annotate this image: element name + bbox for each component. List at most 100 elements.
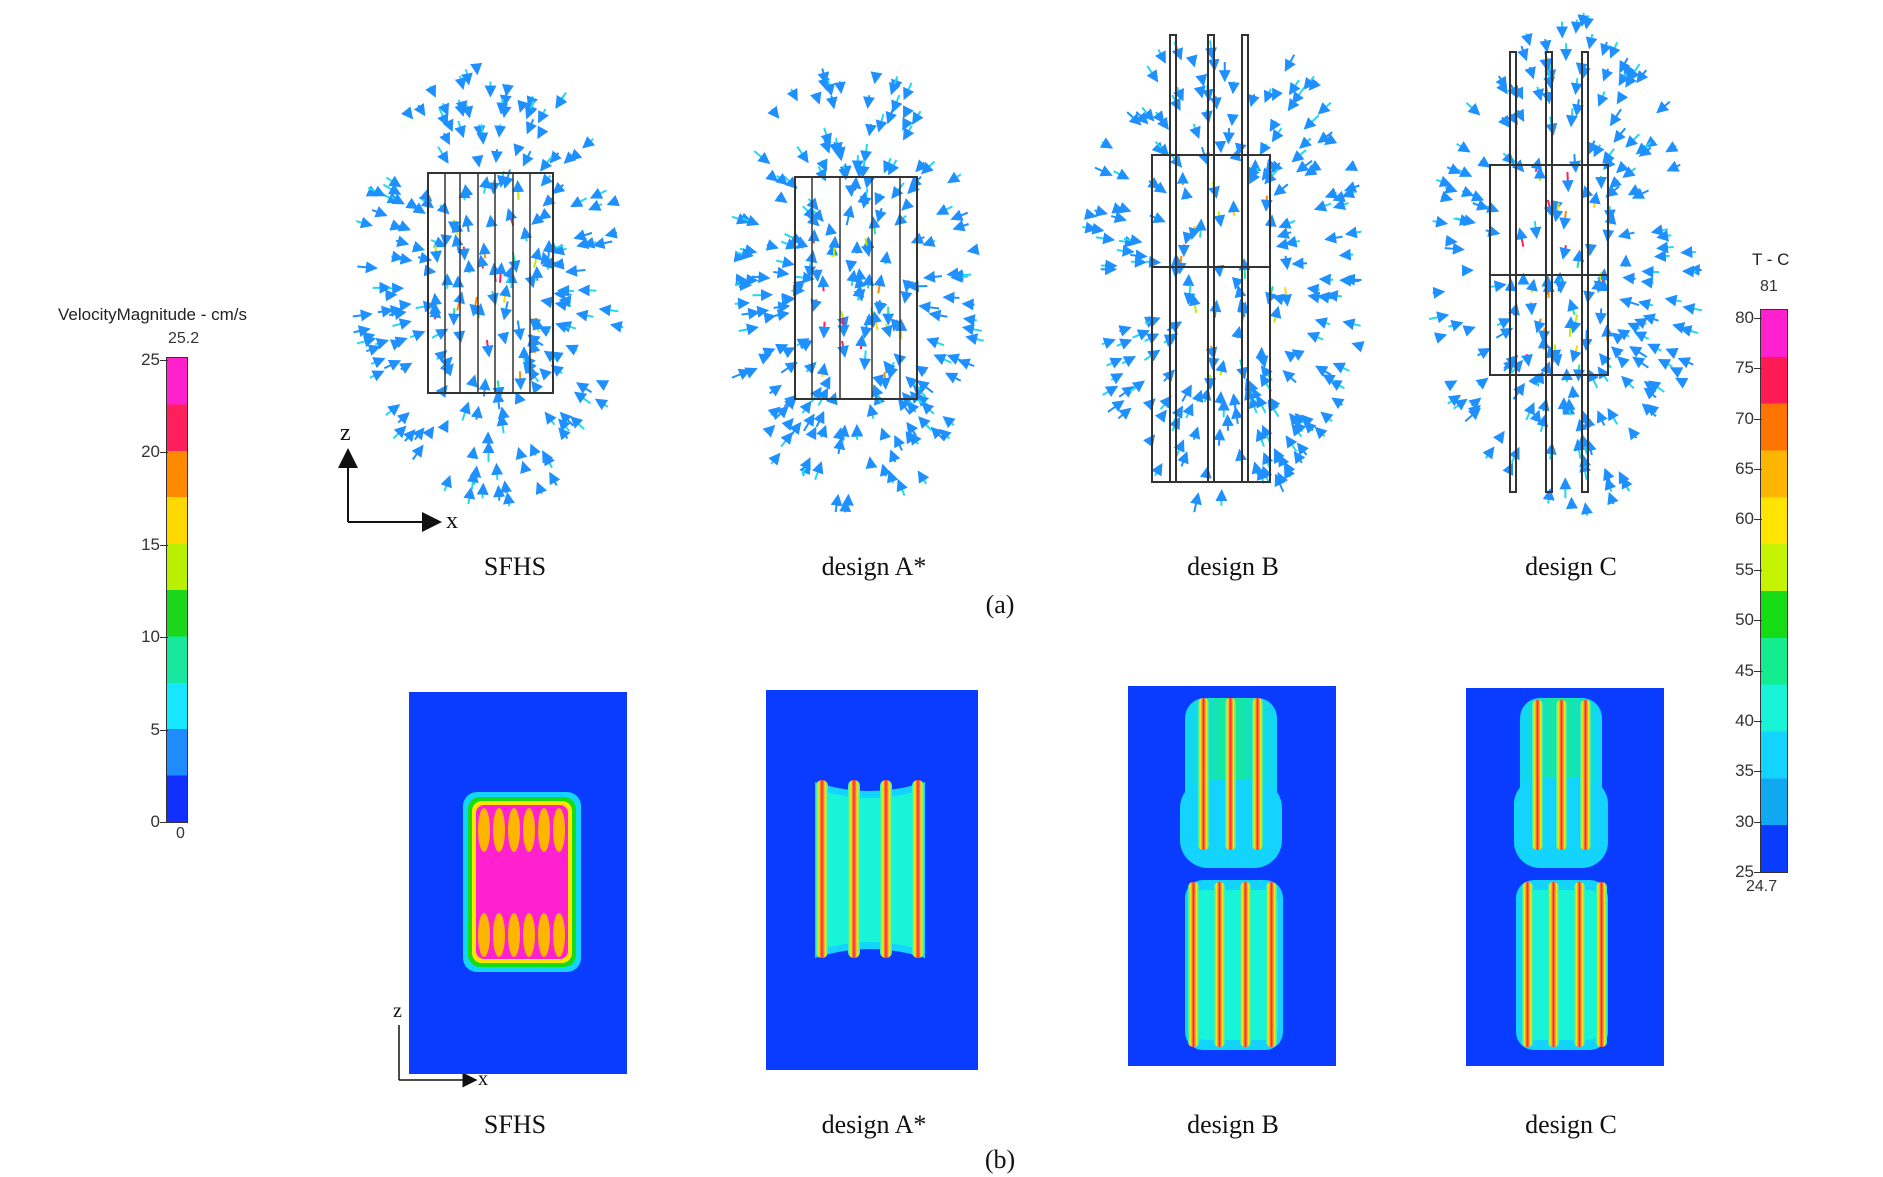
velocity-arrow <box>1632 356 1649 369</box>
velocity-arrow <box>395 235 410 247</box>
velocity-arrow <box>451 234 464 254</box>
colorbar-tick-mark <box>1754 872 1762 873</box>
velocity-arrow <box>1273 183 1289 196</box>
velocity-arrow <box>765 239 779 251</box>
velocity-arrow <box>903 105 914 119</box>
velocity-arrow <box>1496 318 1512 329</box>
velocity-arrow <box>1477 347 1491 360</box>
velocity-arrow <box>837 317 850 338</box>
velocity-arrow <box>1215 359 1228 376</box>
velocity-arrow <box>879 427 892 441</box>
velocity-arrow <box>1303 75 1316 90</box>
velocity-arrow <box>595 380 610 392</box>
velocity-arrow <box>1154 48 1166 64</box>
velocity-arrow <box>816 424 828 439</box>
velocity-arrow <box>1159 395 1172 410</box>
velocity-arrow <box>425 84 436 98</box>
velocity-arrow <box>542 194 556 207</box>
velocity-arrow <box>485 214 498 228</box>
velocity-arrow <box>463 259 476 274</box>
colorbar-tick-mark <box>1754 771 1762 773</box>
velocity-arrow <box>1291 87 1306 105</box>
colorbar-tick-mark <box>160 822 168 823</box>
velocity-arrow <box>942 291 960 304</box>
velocity-arrow <box>950 209 969 221</box>
velocity-arrow <box>803 361 817 375</box>
velocity-arrow <box>1485 225 1501 237</box>
velocity-arrow <box>466 470 479 490</box>
velocity-arrow <box>1625 133 1641 148</box>
velocity-arrow <box>1162 369 1176 383</box>
velocity-arrow <box>1084 208 1098 220</box>
velocity-arrow <box>1285 435 1298 453</box>
velocity-arrow <box>1581 502 1593 516</box>
panel-b-design-b-contour <box>1128 686 1336 1066</box>
velocity-arrow <box>894 434 906 451</box>
caption-b-sfhs: SFHS <box>483 1110 547 1139</box>
velocity-arrow <box>837 340 849 358</box>
velocity-arrow <box>962 314 977 327</box>
velocity-arrow <box>1276 227 1292 239</box>
velocity-arrow <box>1180 384 1192 402</box>
velocity-arrow <box>901 198 915 211</box>
velocity-arrow <box>1331 397 1345 410</box>
velocity-arrow <box>1306 331 1324 343</box>
velocity-arrow <box>872 384 884 404</box>
velocity-arrow <box>1188 225 1201 240</box>
velocity-arrow <box>799 457 811 475</box>
velocity-arrow <box>774 191 788 204</box>
velocity-arrow <box>517 99 529 114</box>
velocity-arrow <box>909 175 922 189</box>
velocity-arrow <box>555 321 570 333</box>
velocity-arrow <box>1436 175 1453 188</box>
velocity-arrow <box>879 250 892 265</box>
colorbar-tick-mark <box>1754 670 1762 672</box>
velocity-arrow <box>817 275 830 292</box>
velocity-arrow <box>1587 140 1599 155</box>
colorbar-tick-label: 75 <box>1735 358 1754 378</box>
velocity-arrow <box>525 118 538 135</box>
velocity-arrow <box>1195 73 1208 87</box>
velocity-arrow <box>401 106 414 120</box>
velocity-arrow <box>918 301 940 314</box>
velocity-arrow <box>775 172 789 186</box>
velocity-arrow <box>403 429 416 443</box>
velocity-arrow <box>1129 380 1146 393</box>
velocity-arrow <box>1118 325 1132 337</box>
velocity-arrow <box>863 95 875 109</box>
velocity-arrow <box>1111 202 1125 214</box>
velocity-arrow <box>846 269 859 286</box>
velocity-arrow <box>768 384 782 397</box>
velocity-arrow <box>799 400 812 414</box>
velocity-arrow <box>915 365 929 378</box>
velocity-arrow <box>398 362 413 374</box>
velocity-arrow <box>1106 357 1123 369</box>
velocity-arrow <box>1269 118 1281 132</box>
velocity-arrow <box>1578 66 1591 80</box>
velocity-arrow <box>891 94 903 113</box>
velocity-arrow <box>570 416 585 430</box>
velocity-arrow <box>1099 137 1114 149</box>
velocity-arrow <box>1284 461 1296 476</box>
velocity-colorbar-title: VelocityMagnitude - cm/s <box>58 305 247 324</box>
velocity-arrow <box>520 460 532 474</box>
velocity-arrow <box>1432 286 1446 299</box>
velocity-arrow <box>1110 373 1124 385</box>
velocity-arrow <box>817 387 829 406</box>
velocity-arrow <box>1094 205 1109 217</box>
velocity-arrow <box>889 449 901 463</box>
velocity-arrow <box>500 301 513 321</box>
velocity-arrow <box>746 273 759 286</box>
velocity-arrow <box>1462 325 1476 337</box>
velocity-arrow <box>1616 90 1629 105</box>
velocity-arrow <box>1465 102 1481 116</box>
velocity-arrow <box>1213 428 1226 446</box>
velocity-arrow <box>865 123 877 137</box>
velocity-arrow <box>604 226 618 239</box>
velocity-arrow <box>1569 345 1582 363</box>
velocity-arrow <box>1682 302 1703 315</box>
velocity-arrow <box>365 344 381 356</box>
velocity-arrow <box>842 205 855 226</box>
